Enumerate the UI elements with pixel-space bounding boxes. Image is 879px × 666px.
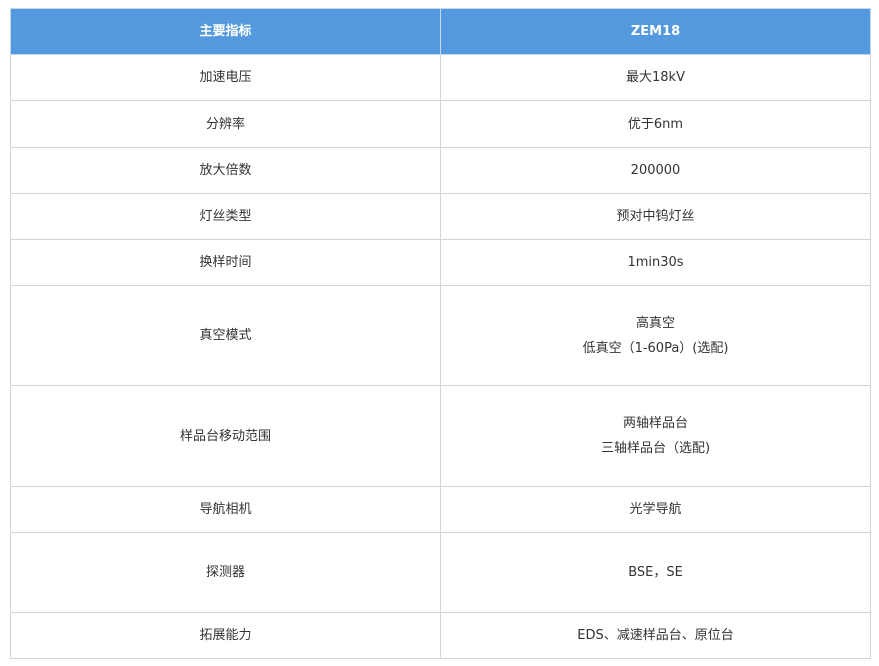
- table-row: 真空模式 高真空 低真空（1-60Pa）(选配): [10, 285, 871, 386]
- spec-value-line: BSE，SE: [628, 565, 683, 580]
- table-header-row: 主要指标 ZEM18: [10, 8, 871, 55]
- spec-label: 放大倍数: [10, 147, 441, 194]
- spec-label: 导航相机: [10, 486, 441, 533]
- spec-value: 最大18kV: [440, 54, 871, 101]
- table-row: 分辨率 优于6nm: [10, 100, 871, 148]
- spec-table: 主要指标 ZEM18 加速电压 最大18kV 分辨率 优于6nm 放大倍数 200000 灯…: [10, 8, 871, 659]
- table-row: 拓展能力 EDS、减速样品台、原位台: [10, 612, 871, 659]
- spec-value: 优于6nm: [440, 100, 871, 148]
- spec-value-line: 光学导航: [629, 502, 682, 517]
- spec-value: 高真空低真空（1-60Pa）(选配): [440, 285, 871, 386]
- spec-value-line: 1min30s: [627, 255, 684, 270]
- spec-label: 真空模式: [10, 285, 441, 386]
- spec-value: BSE，SE: [440, 532, 871, 613]
- spec-value: EDS、减速样品台、原位台: [440, 612, 871, 659]
- spec-value-line: 200000: [630, 163, 681, 178]
- spec-value-line: 高真空: [635, 315, 675, 331]
- table-row: 换样时间 1min30s: [10, 239, 871, 286]
- spec-label: 换样时间: [10, 239, 441, 286]
- table-row: 放大倍数 200000: [10, 147, 871, 194]
- table-body: 加速电压 最大18kV 分辨率 优于6nm 放大倍数 200000 灯丝类型 预对中钨灯丝换样…: [10, 54, 871, 659]
- spec-label: 加速电压: [10, 54, 441, 101]
- spec-value-line: 低真空（1-60Pa）(选配): [582, 340, 729, 356]
- spec-value-line: 两轴样品台: [622, 416, 688, 431]
- table-row: 导航相机 光学导航: [10, 486, 871, 533]
- spec-label: 样品台移动范围: [10, 385, 441, 487]
- spec-value-line: 预对中钨灯丝: [616, 209, 695, 224]
- spec-value: 光学导航: [440, 486, 871, 533]
- header-indicator: 主要指标: [10, 8, 441, 55]
- table-row: 探测器 BSE，SE: [10, 532, 871, 613]
- spec-value: 预对中钨灯丝: [440, 193, 871, 240]
- spec-label: 拓展能力: [10, 612, 441, 659]
- spec-label: 分辨率: [10, 100, 441, 148]
- table-row: 灯丝类型 预对中钨灯丝: [10, 193, 871, 240]
- spec-value-line: EDS、减速样品台、原位台: [577, 628, 734, 643]
- spec-value-line: 三轴样品台（选配): [600, 441, 711, 456]
- spec-label: 探测器: [10, 532, 441, 613]
- spec-value-line: 优于6nm: [627, 116, 684, 132]
- header-model: ZEM18: [440, 8, 871, 55]
- spec-value: 1min30s: [440, 239, 871, 286]
- table-row: 样品台移动范围 两轴样品台 三轴样品台（选配): [10, 385, 871, 487]
- spec-value: 200000: [440, 147, 871, 194]
- table-row: 加速电压 最大18kV: [10, 54, 871, 101]
- spec-value: 两轴样品台三轴样品台（选配): [440, 385, 871, 487]
- spec-value-line: 最大18kV: [626, 70, 685, 85]
- spec-label: 灯丝类型: [10, 193, 441, 240]
